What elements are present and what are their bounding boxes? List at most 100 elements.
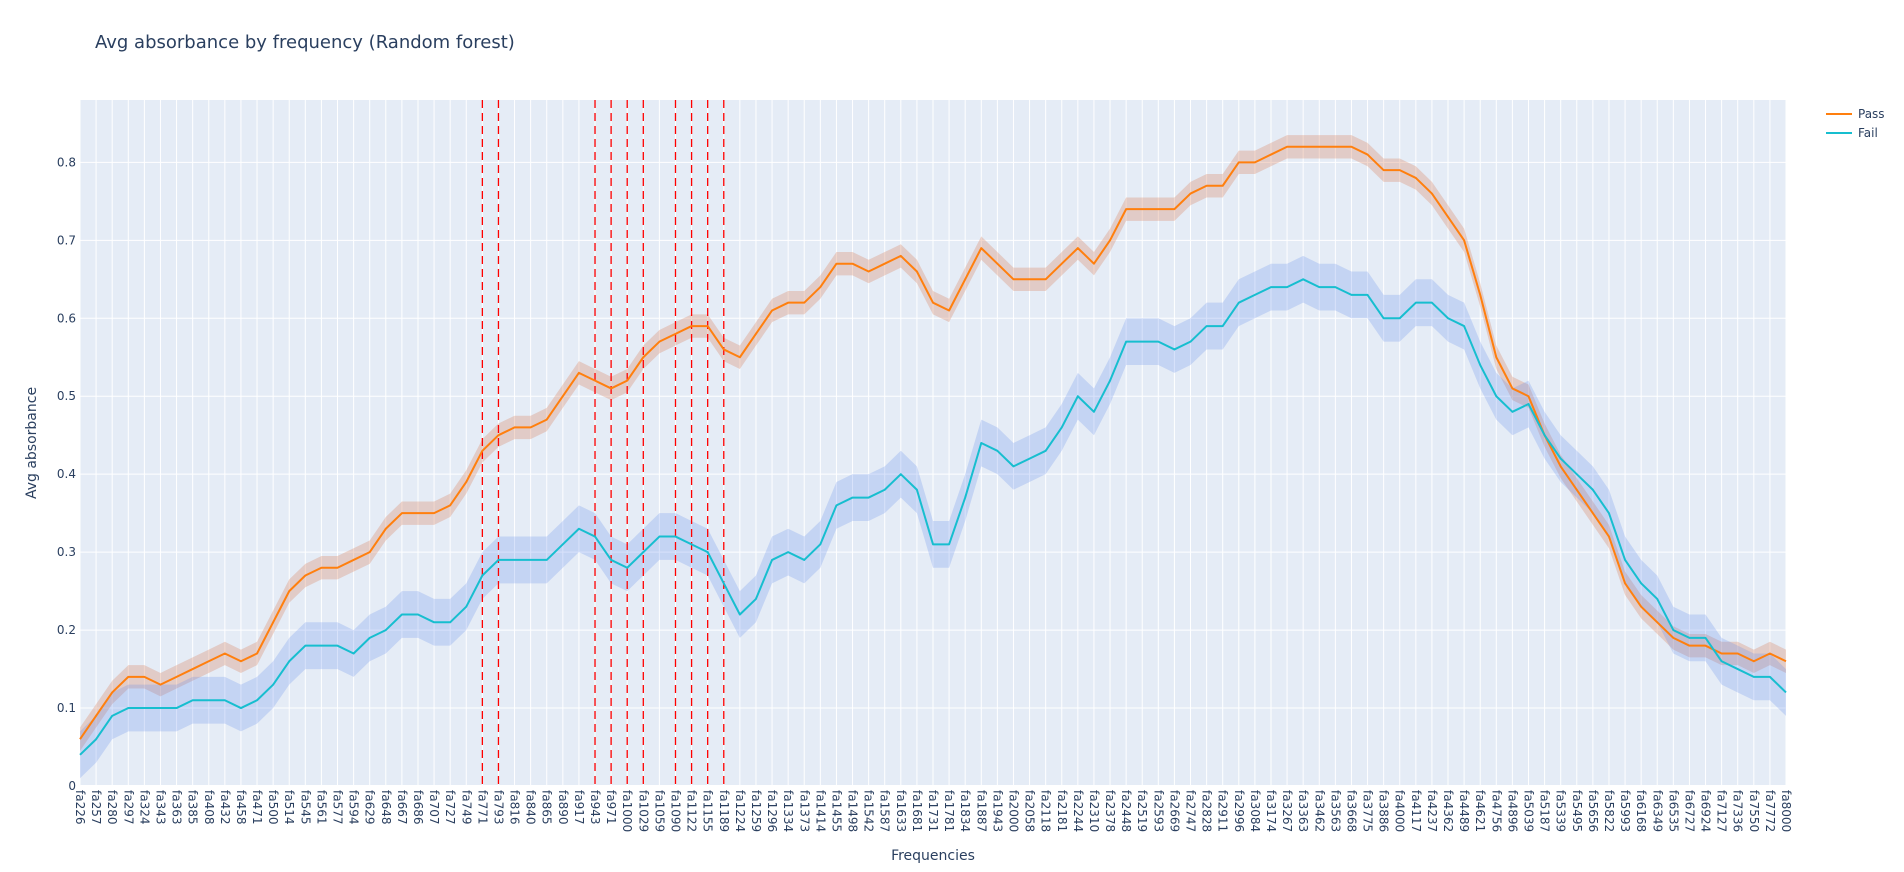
x-tick-label: fa771 xyxy=(475,790,489,824)
x-tick-label: fa1334 xyxy=(781,790,795,832)
x-tick-label: fa363 xyxy=(170,790,184,824)
x-tick-label: fa5822 xyxy=(1602,790,1616,832)
x-tick-label: fa648 xyxy=(379,790,393,824)
x-tick-label: fa343 xyxy=(153,790,167,824)
series-line-pass[interactable] xyxy=(79,145,1787,740)
x-tick-label: fa385 xyxy=(186,790,200,824)
x-tick-label: fa4896 xyxy=(1505,790,1519,832)
x-tick-label: fa6535 xyxy=(1666,790,1680,832)
x-tick-label: fa6727 xyxy=(1682,790,1696,832)
x-tick-label: fa408 xyxy=(202,790,216,824)
x-tick-label: fa2828 xyxy=(1200,790,1214,832)
legend-label-fail[interactable]: Fail xyxy=(1858,126,1878,140)
x-tick-label: fa514 xyxy=(282,790,296,824)
x-tick-label: fa3563 xyxy=(1328,790,1342,832)
y-tick-label: 0.3 xyxy=(57,545,76,559)
x-tick-label: fa280 xyxy=(105,790,119,824)
x-tick-label: fa1943 xyxy=(990,790,1004,832)
series-line-fail[interactable] xyxy=(79,278,1787,756)
chart-title: Avg absorbance by frequency (Random fore… xyxy=(95,32,515,53)
x-tick-label: fa3084 xyxy=(1248,790,1262,832)
x-tick-label: fa3775 xyxy=(1361,790,1375,832)
x-tick-label: fa667 xyxy=(395,790,409,824)
grid-lines xyxy=(79,100,1787,787)
x-tick-label: fa3668 xyxy=(1344,790,1358,832)
x-tick-label: fa432 xyxy=(218,790,232,824)
x-tick-label: fa1633 xyxy=(894,790,908,832)
x-tick-label: fa7550 xyxy=(1747,790,1761,832)
x-tick-label: fa943 xyxy=(588,790,602,824)
x-tick-label: fa1542 xyxy=(862,790,876,832)
x-tick-label: fa2378 xyxy=(1103,790,1117,832)
x-tick-label: fa257 xyxy=(89,790,103,824)
x-tick-label: fa2747 xyxy=(1184,790,1198,832)
legend-label-pass[interactable]: Pass xyxy=(1858,107,1885,121)
x-tick-label: fa324 xyxy=(137,790,151,824)
x-tick-label: fa5039 xyxy=(1521,790,1535,832)
x-tick-label: fa1155 xyxy=(701,790,715,832)
x-tick-label: fa1000 xyxy=(620,790,634,832)
x-tick-label: fa5495 xyxy=(1570,790,1584,832)
x-tick-label: fa6349 xyxy=(1650,790,1664,832)
x-tick-label: fa2118 xyxy=(1039,790,1053,832)
y-tick-label: 0.6 xyxy=(57,311,76,325)
x-tick-label: fa1122 xyxy=(685,790,699,832)
x-tick-label: fa8000 xyxy=(1779,790,1793,832)
x-tick-label: fa545 xyxy=(298,790,312,824)
x-tick-label: fa4362 xyxy=(1441,790,1455,832)
x-tick-label: fa226 xyxy=(73,790,87,824)
x-tick-label: fa1224 xyxy=(733,790,747,832)
x-tick-label: fa2058 xyxy=(1023,790,1037,832)
x-tick-label: fa2181 xyxy=(1055,790,1069,832)
vertical-reference-lines xyxy=(481,100,725,786)
y-tick-label: 0.5 xyxy=(57,389,76,403)
x-tick-label: fa2669 xyxy=(1167,790,1181,832)
x-tick-label: fa1781 xyxy=(942,790,956,832)
x-tick-label: fa2996 xyxy=(1232,790,1246,832)
x-tick-label: fa7336 xyxy=(1731,790,1745,832)
x-tick-label: fa7772 xyxy=(1763,790,1777,832)
x-tick-label: fa629 xyxy=(363,790,377,824)
y-tick-label: 0.2 xyxy=(57,623,76,637)
x-tick-label: fa1414 xyxy=(813,790,827,832)
x-tick-label: fa971 xyxy=(604,790,618,824)
band-fail xyxy=(80,255,1786,779)
x-tick-label: fa1059 xyxy=(652,790,666,832)
series-lines xyxy=(79,145,1787,756)
x-tick-label: fa3886 xyxy=(1377,790,1391,832)
x-tick-label: fa577 xyxy=(331,790,345,824)
x-tick-label: fa1834 xyxy=(958,790,972,832)
x-tick-label: fa458 xyxy=(234,790,248,824)
x-tick-label: fa1681 xyxy=(910,790,924,832)
x-tick-label: fa4117 xyxy=(1409,790,1423,832)
x-tick-label: fa1587 xyxy=(878,790,892,832)
x-tick-label: fa4489 xyxy=(1457,790,1471,832)
x-tick-label: fa840 xyxy=(524,790,538,824)
x-tick-label: fa500 xyxy=(266,790,280,824)
x-tick-label: fa1731 xyxy=(926,790,940,832)
x-tick-label: fa816 xyxy=(508,790,522,824)
x-axis-title: Frequencies xyxy=(891,848,975,864)
x-tick-label: fa2448 xyxy=(1119,790,1133,832)
y-axis-ticks: 0 0.1 0.2 0.3 0.4 0.5 0.6 0.7 0.8 xyxy=(57,155,76,793)
x-tick-label: fa749 xyxy=(459,790,473,824)
x-tick-label: fa1455 xyxy=(829,790,843,832)
x-tick-label: fa6924 xyxy=(1699,790,1713,832)
y-tick-label: 0 xyxy=(68,779,76,793)
x-tick-label: fa2244 xyxy=(1071,790,1085,832)
y-tick-label: 0.4 xyxy=(57,467,76,481)
x-tick-label: fa2310 xyxy=(1087,790,1101,832)
x-tick-label: fa3267 xyxy=(1280,790,1294,832)
x-tick-label: fa561 xyxy=(314,790,328,824)
legend: Pass Fail xyxy=(1826,107,1885,140)
x-tick-label: fa727 xyxy=(443,790,457,824)
x-tick-label: fa4000 xyxy=(1393,790,1407,832)
x-tick-label: fa7127 xyxy=(1715,790,1729,832)
x-tick-label: fa5656 xyxy=(1586,790,1600,832)
x-tick-label: fa1189 xyxy=(717,790,731,832)
x-tick-label: fa2519 xyxy=(1135,790,1149,832)
x-tick-label: fa686 xyxy=(411,790,425,824)
y-axis-title: Avg absorbance xyxy=(24,387,40,499)
x-tick-label: fa297 xyxy=(121,790,135,824)
